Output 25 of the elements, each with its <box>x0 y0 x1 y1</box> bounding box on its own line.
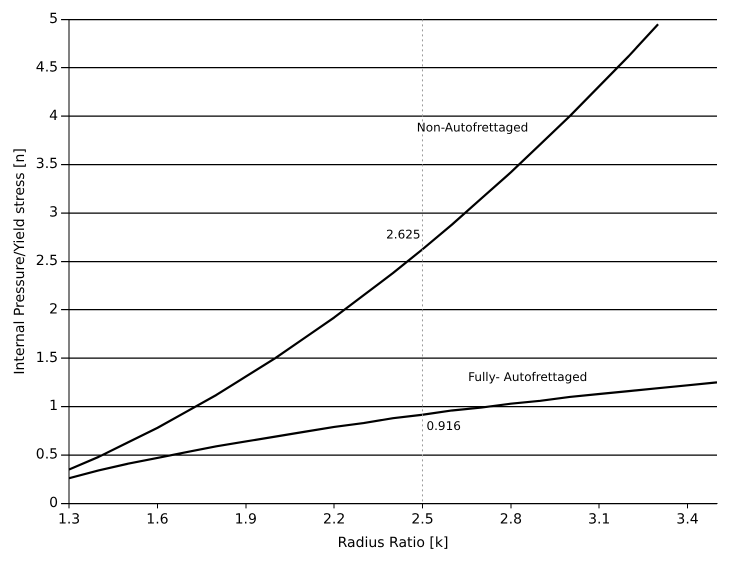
series-label: Non-Autofrettaged <box>416 120 528 134</box>
x-tick-label: 2.2 <box>322 511 346 528</box>
y-tick-label: 3 <box>49 204 58 221</box>
y-tick-label: 1 <box>49 398 58 414</box>
x-tick-label: 1.9 <box>234 511 257 528</box>
x-tick-label: 3.1 <box>588 511 610 528</box>
y-tick-label: 2.5 <box>36 253 58 270</box>
y-tick-label: 5 <box>49 11 58 28</box>
y-tick-label: 3.5 <box>36 156 58 172</box>
y-tick-label: 4 <box>49 108 58 124</box>
y-tick-label: 1.5 <box>36 350 58 366</box>
x-tick-label: 2.5 <box>411 511 434 528</box>
x-tick-label: 1.3 <box>58 511 80 528</box>
x-tick-label: 2.8 <box>500 511 522 528</box>
x-tick-label: 3.4 <box>676 511 699 528</box>
annotation: 2.625 <box>386 227 420 242</box>
annotation: 0.916 <box>426 418 461 433</box>
x-tick-label: 1.6 <box>146 511 169 528</box>
y-axis-title: Internal Pressure/Yield stress [n] <box>12 148 28 375</box>
y-tick-label: 0 <box>49 495 58 512</box>
series-label: Fully- Autofrettaged <box>468 370 588 384</box>
x-axis-title: Radius Ratio [k] <box>338 535 448 552</box>
y-tick-label: 4.5 <box>36 59 58 76</box>
y-tick-label: 2 <box>49 301 58 318</box>
y-tick-label: 0.5 <box>36 446 58 463</box>
